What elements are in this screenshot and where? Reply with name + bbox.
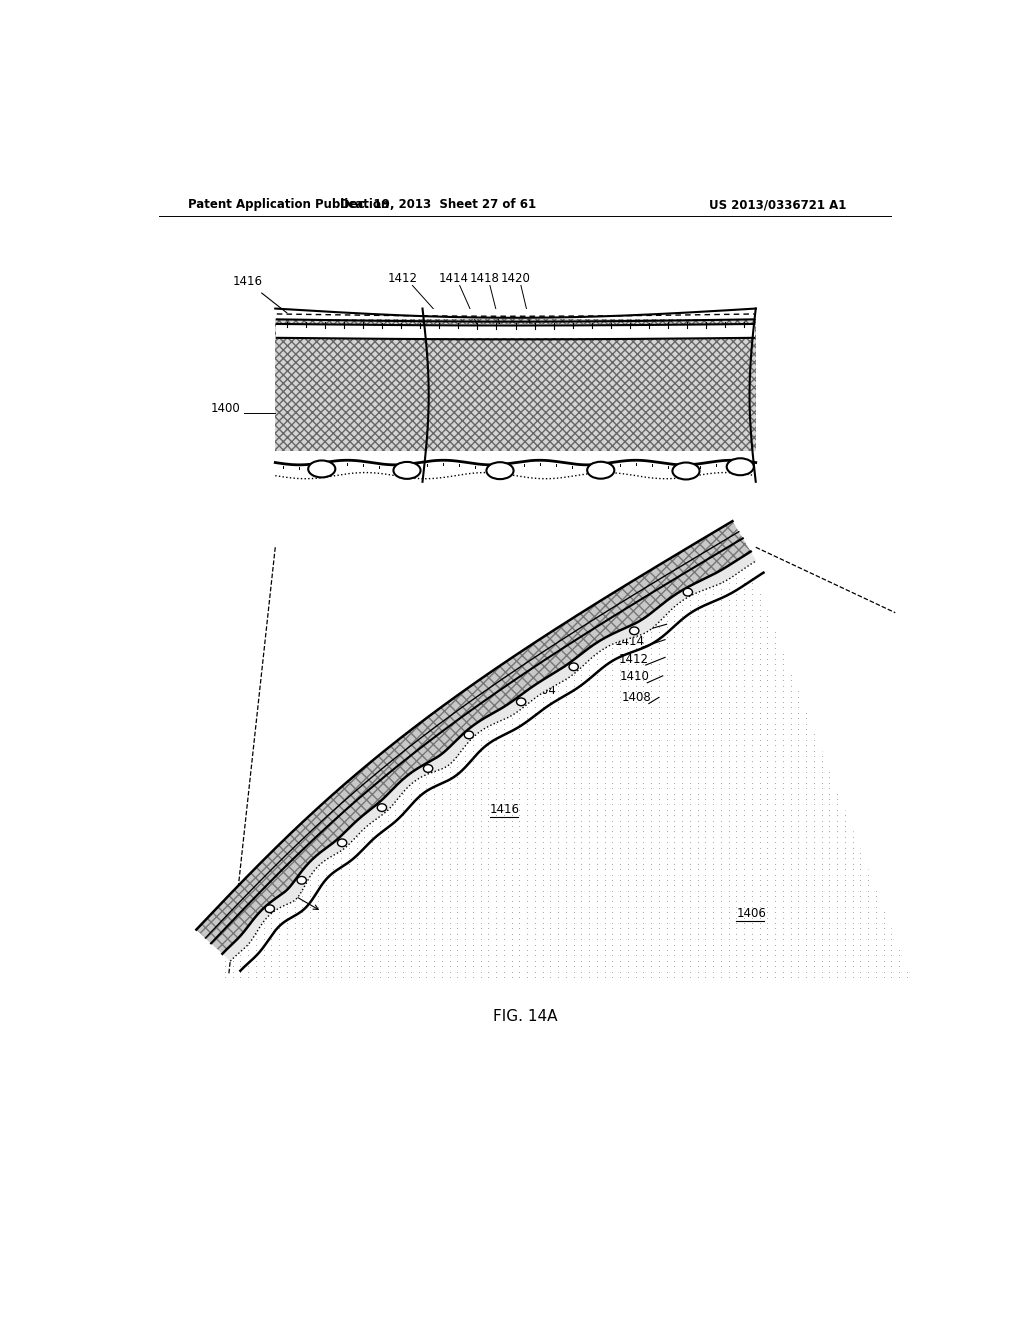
- Text: 1410: 1410: [621, 671, 650, 684]
- Ellipse shape: [727, 458, 754, 475]
- Ellipse shape: [377, 804, 387, 812]
- Ellipse shape: [424, 764, 433, 772]
- Text: 1404: 1404: [352, 702, 383, 715]
- Text: US 2013/0336721 A1: US 2013/0336721 A1: [710, 198, 847, 211]
- Text: 1408: 1408: [622, 692, 651, 705]
- Text: 1412: 1412: [618, 653, 648, 665]
- Polygon shape: [128, 451, 922, 1006]
- Text: 1406: 1406: [736, 907, 766, 920]
- Text: 1418: 1418: [470, 272, 500, 285]
- Text: FIG. 14A: FIG. 14A: [493, 1010, 557, 1024]
- Text: 1414: 1414: [438, 272, 469, 285]
- Bar: [271, 482, 760, 558]
- Ellipse shape: [393, 462, 421, 479]
- Text: 1416: 1416: [489, 803, 520, 816]
- Bar: [276, 323, 755, 338]
- Text: 1404: 1404: [527, 684, 557, 697]
- Ellipse shape: [683, 589, 692, 597]
- Text: 1414: 1414: [614, 635, 645, 648]
- Ellipse shape: [516, 698, 525, 706]
- Bar: [275, 309, 756, 319]
- Ellipse shape: [308, 461, 335, 478]
- Text: 1408: 1408: [211, 473, 241, 486]
- Polygon shape: [197, 521, 751, 954]
- Ellipse shape: [338, 840, 347, 846]
- Text: 1402: 1402: [263, 880, 318, 909]
- Text: 1410: 1410: [211, 455, 241, 469]
- Polygon shape: [222, 552, 757, 961]
- Bar: [275, 309, 756, 544]
- Ellipse shape: [464, 731, 473, 739]
- Text: Patent Application Publication: Patent Application Publication: [188, 198, 390, 211]
- Ellipse shape: [673, 462, 699, 479]
- Ellipse shape: [297, 876, 306, 884]
- Ellipse shape: [569, 663, 579, 671]
- Bar: [221, 536, 895, 982]
- Ellipse shape: [630, 627, 639, 635]
- Text: 1400: 1400: [211, 403, 241, 416]
- Text: 1418: 1418: [612, 619, 642, 632]
- Text: 1412: 1412: [388, 272, 418, 285]
- Ellipse shape: [265, 906, 274, 912]
- Text: 1406: 1406: [211, 491, 241, 504]
- Text: Dec. 19, 2013  Sheet 27 of 61: Dec. 19, 2013 Sheet 27 of 61: [340, 198, 536, 211]
- Ellipse shape: [486, 462, 514, 479]
- Ellipse shape: [587, 462, 614, 479]
- Text: 1416: 1416: [232, 276, 287, 313]
- Text: 1420: 1420: [501, 272, 530, 285]
